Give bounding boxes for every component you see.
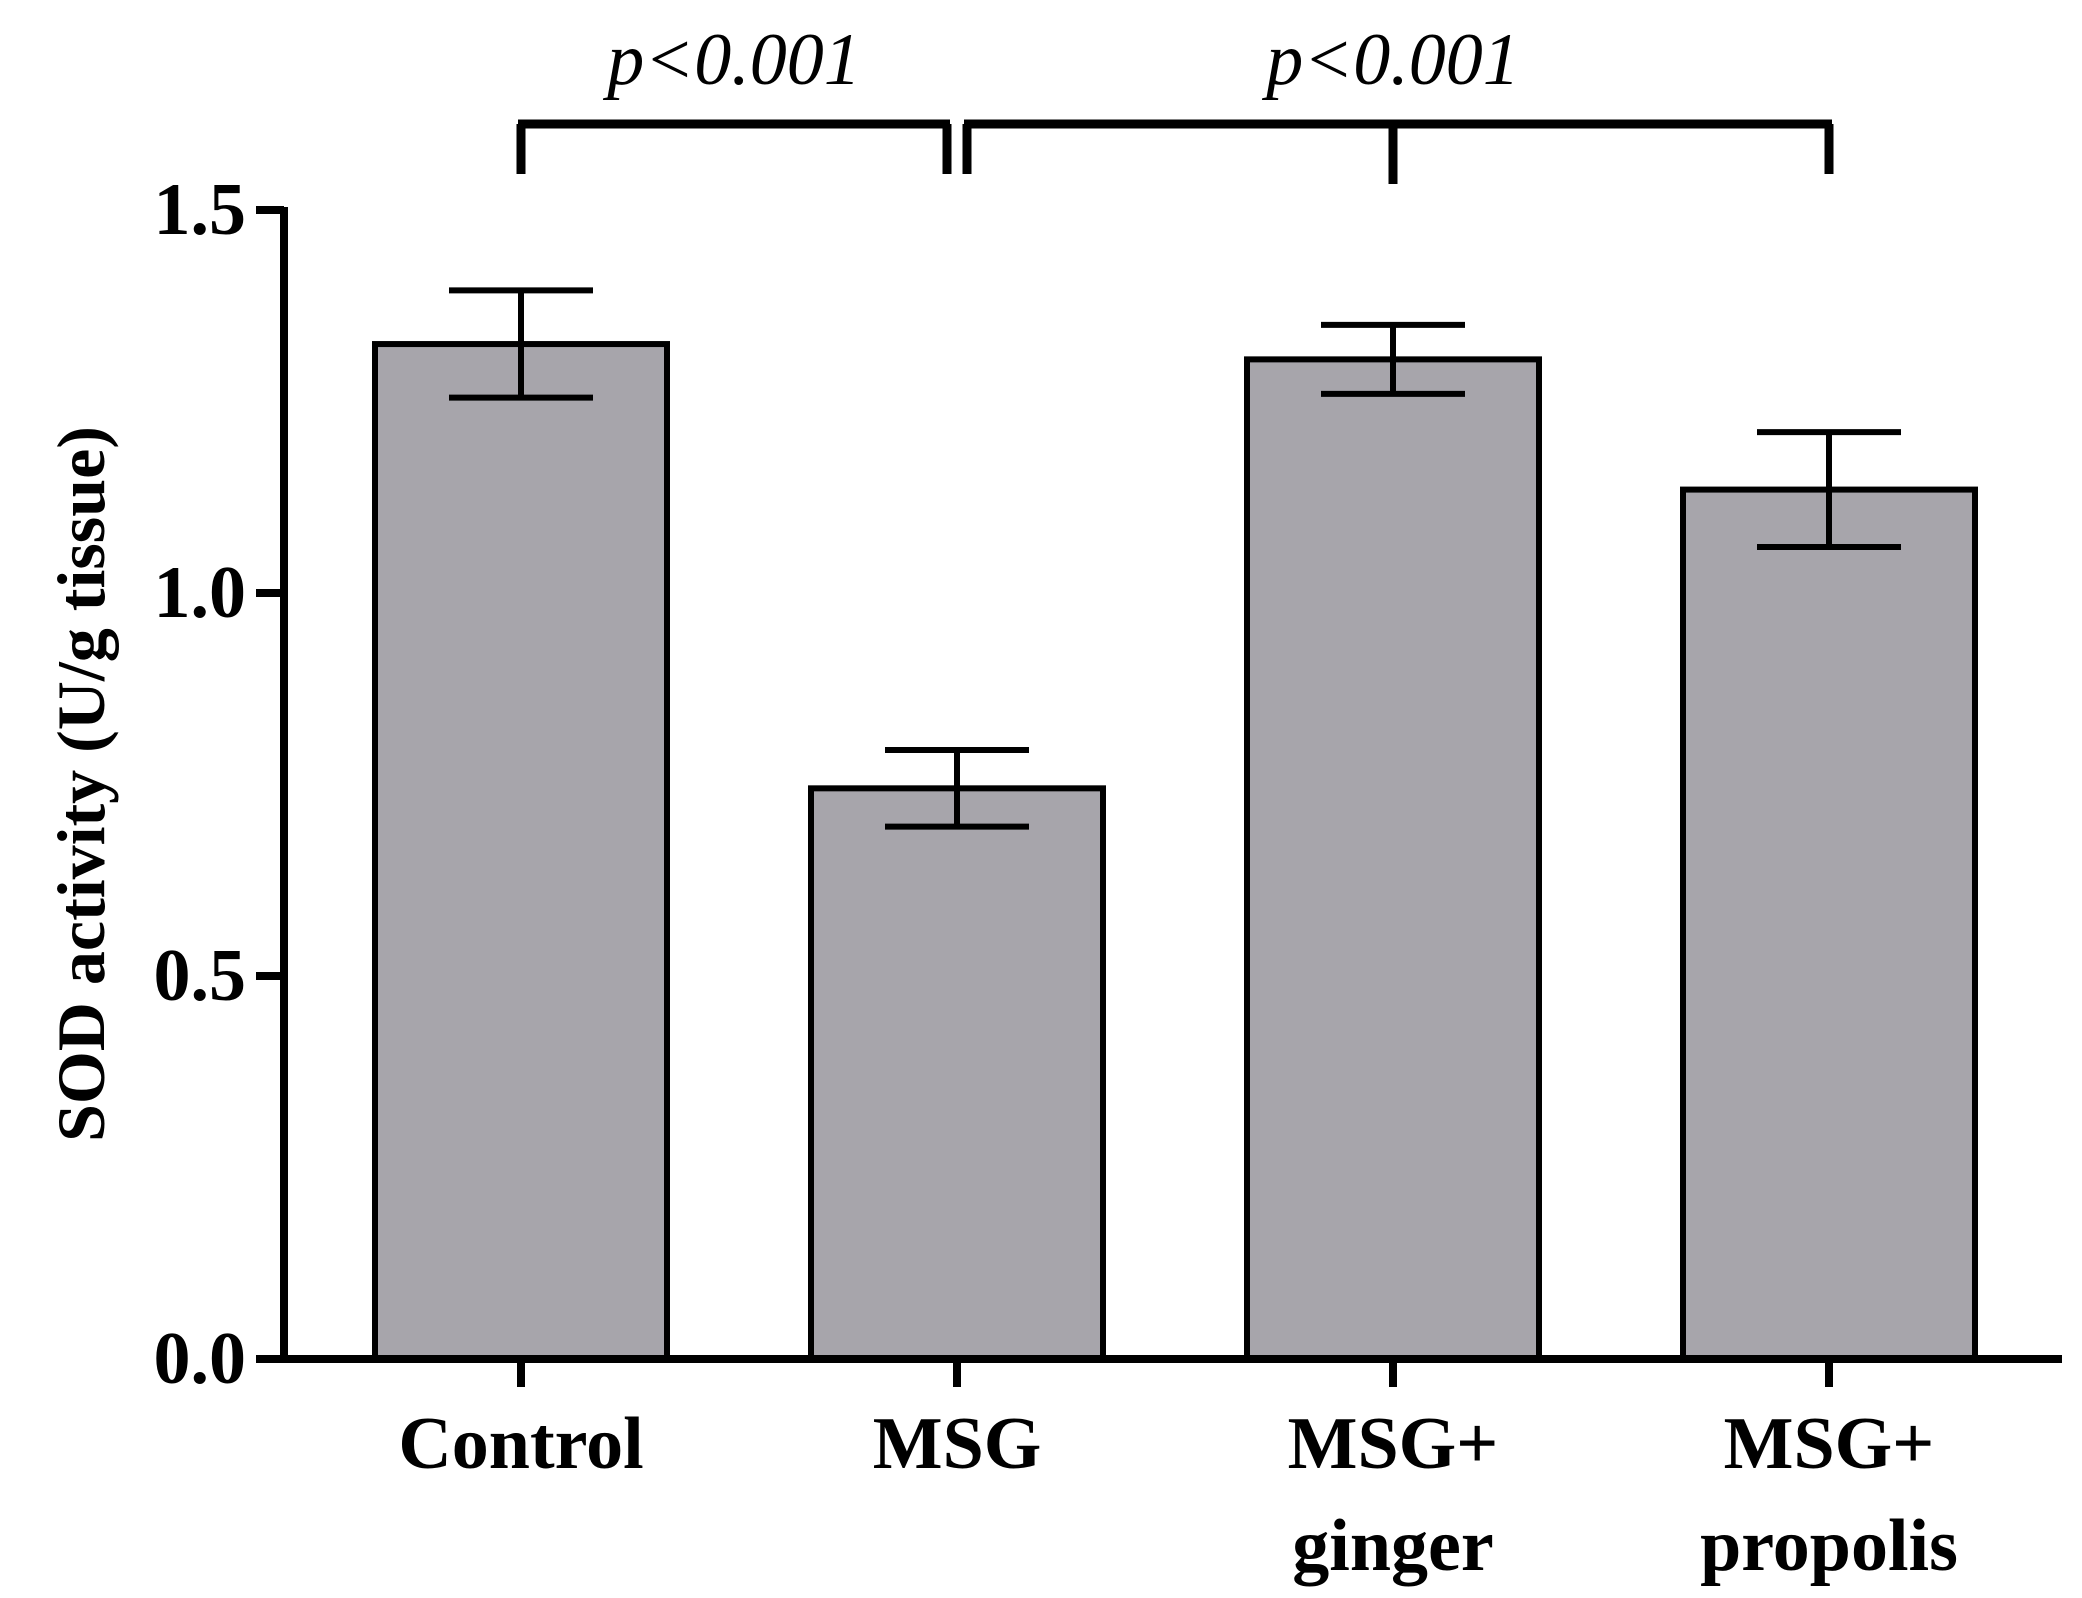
bar-1: [808, 785, 1106, 1362]
x-category-label: MSG: [873, 1403, 1042, 1485]
significance-group: p<0.001 p<0.001: [516, 19, 1834, 184]
x-category-label: ginger: [1292, 1505, 1493, 1587]
significance-label: p<0.001: [1261, 19, 1519, 101]
bars-group: [372, 341, 1978, 1362]
y-tick-label: 0.0: [154, 1318, 247, 1400]
x-category-label: MSG+: [1724, 1403, 1935, 1485]
x-category-label: Control: [398, 1403, 643, 1485]
axes-group: [256, 206, 2062, 1387]
y-axis-title: SOD activity (U/g tissue): [43, 426, 119, 1142]
y-tick-label: 1.5: [154, 169, 247, 251]
y-tick-label: 0.5: [154, 935, 247, 1017]
error-bars-group: [449, 287, 1901, 830]
y-tick-label: 1.0: [154, 552, 247, 634]
bar-2: [1244, 356, 1542, 1362]
labels-group: 0.0 0.5 1.0 1.5 Control MSG MSG+ ginger MSG+ prop…: [43, 169, 1958, 1587]
x-category-label: propolis: [1700, 1505, 1958, 1587]
bar-0: [372, 341, 670, 1362]
bar-3: [1680, 486, 1978, 1362]
x-category-label: MSG+: [1288, 1403, 1499, 1485]
significance-label: p<0.001: [602, 19, 860, 101]
